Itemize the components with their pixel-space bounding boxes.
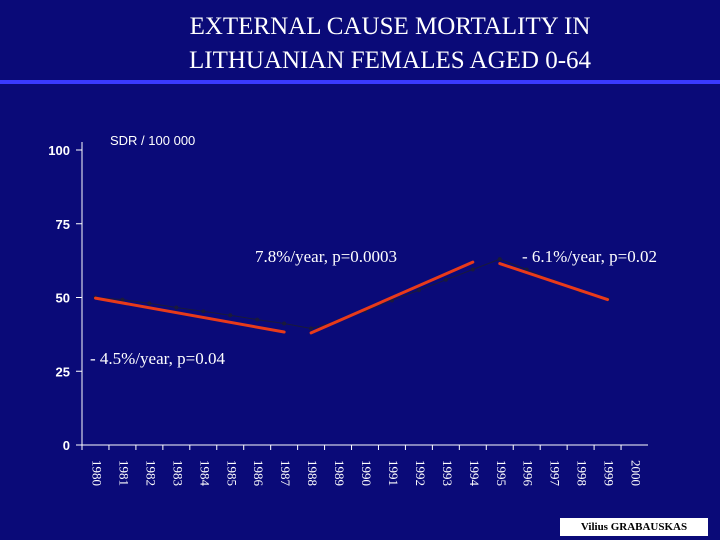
x-tick-label: 1981	[116, 460, 131, 486]
x-tick-label: 1987	[278, 460, 293, 487]
slide-title-line-1: EXTERNAL CAUSE MORTALITY IN	[189, 13, 591, 40]
x-tick-label: 1994	[467, 460, 482, 487]
x-tick-label: 1995	[494, 460, 509, 486]
x-tick-label: 2000	[629, 460, 644, 486]
x-tick-label: 1986	[251, 460, 266, 487]
x-tick-label: 1983	[170, 460, 185, 486]
y-axis-label: SDR / 100 000	[110, 133, 195, 148]
data-point	[147, 301, 152, 306]
x-tick-label: 1992	[413, 460, 428, 486]
x-tick-label: 1997	[548, 460, 563, 487]
x-tick-label: 1980	[89, 460, 104, 486]
data-point	[228, 313, 233, 318]
x-tick-label: 1999	[602, 460, 617, 486]
data-point	[524, 267, 529, 272]
data-point	[255, 317, 260, 322]
x-tick-label: 1993	[440, 460, 455, 486]
data-point	[497, 257, 502, 262]
data-point	[309, 326, 314, 331]
y-tick-label: 75	[56, 217, 70, 232]
x-tick-label: 1998	[575, 460, 590, 486]
trend-line-segment	[309, 260, 475, 335]
data-point	[282, 321, 287, 326]
y-tick-label: 50	[56, 291, 70, 306]
trend-line-segment	[93, 296, 286, 334]
data-point	[443, 277, 448, 282]
y-tick-label: 25	[56, 364, 70, 379]
y-tick-label: 0	[63, 438, 70, 453]
x-tick-label: 1984	[197, 460, 212, 487]
data-point	[120, 297, 125, 302]
x-tick-label: 1989	[332, 460, 347, 486]
trend-annotation: - 6.1%/year, p=0.02	[522, 247, 657, 266]
x-tick-label: 1990	[359, 460, 374, 486]
x-tick-label: 1985	[224, 460, 239, 486]
trend-annotation: - 4.5%/year, p=0.04	[90, 349, 225, 368]
x-tick-label: 1988	[305, 460, 320, 486]
data-point	[470, 267, 475, 272]
slide-title-line-2: LITHUANIAN FEMALES AGED 0-64	[188, 47, 592, 74]
title-divider	[0, 80, 720, 84]
trend-annotation: 7.8%/year, p=0.0003	[255, 247, 397, 266]
trend-line-segment	[498, 262, 610, 302]
observed-data-line	[95, 258, 608, 329]
x-tick-label: 1982	[143, 460, 158, 486]
data-point	[201, 309, 206, 314]
x-tick-label: 1996	[521, 460, 536, 487]
x-tick-label: 1991	[386, 460, 401, 486]
data-point	[174, 305, 179, 310]
y-tick-label: 100	[48, 143, 70, 158]
author-credit: Vilius GRABAUSKAS	[560, 518, 708, 536]
slide-title: EXTERNAL CAUSE MORTALITY IN LITHUANIAN F…	[0, 10, 720, 78]
data-point	[416, 288, 421, 293]
